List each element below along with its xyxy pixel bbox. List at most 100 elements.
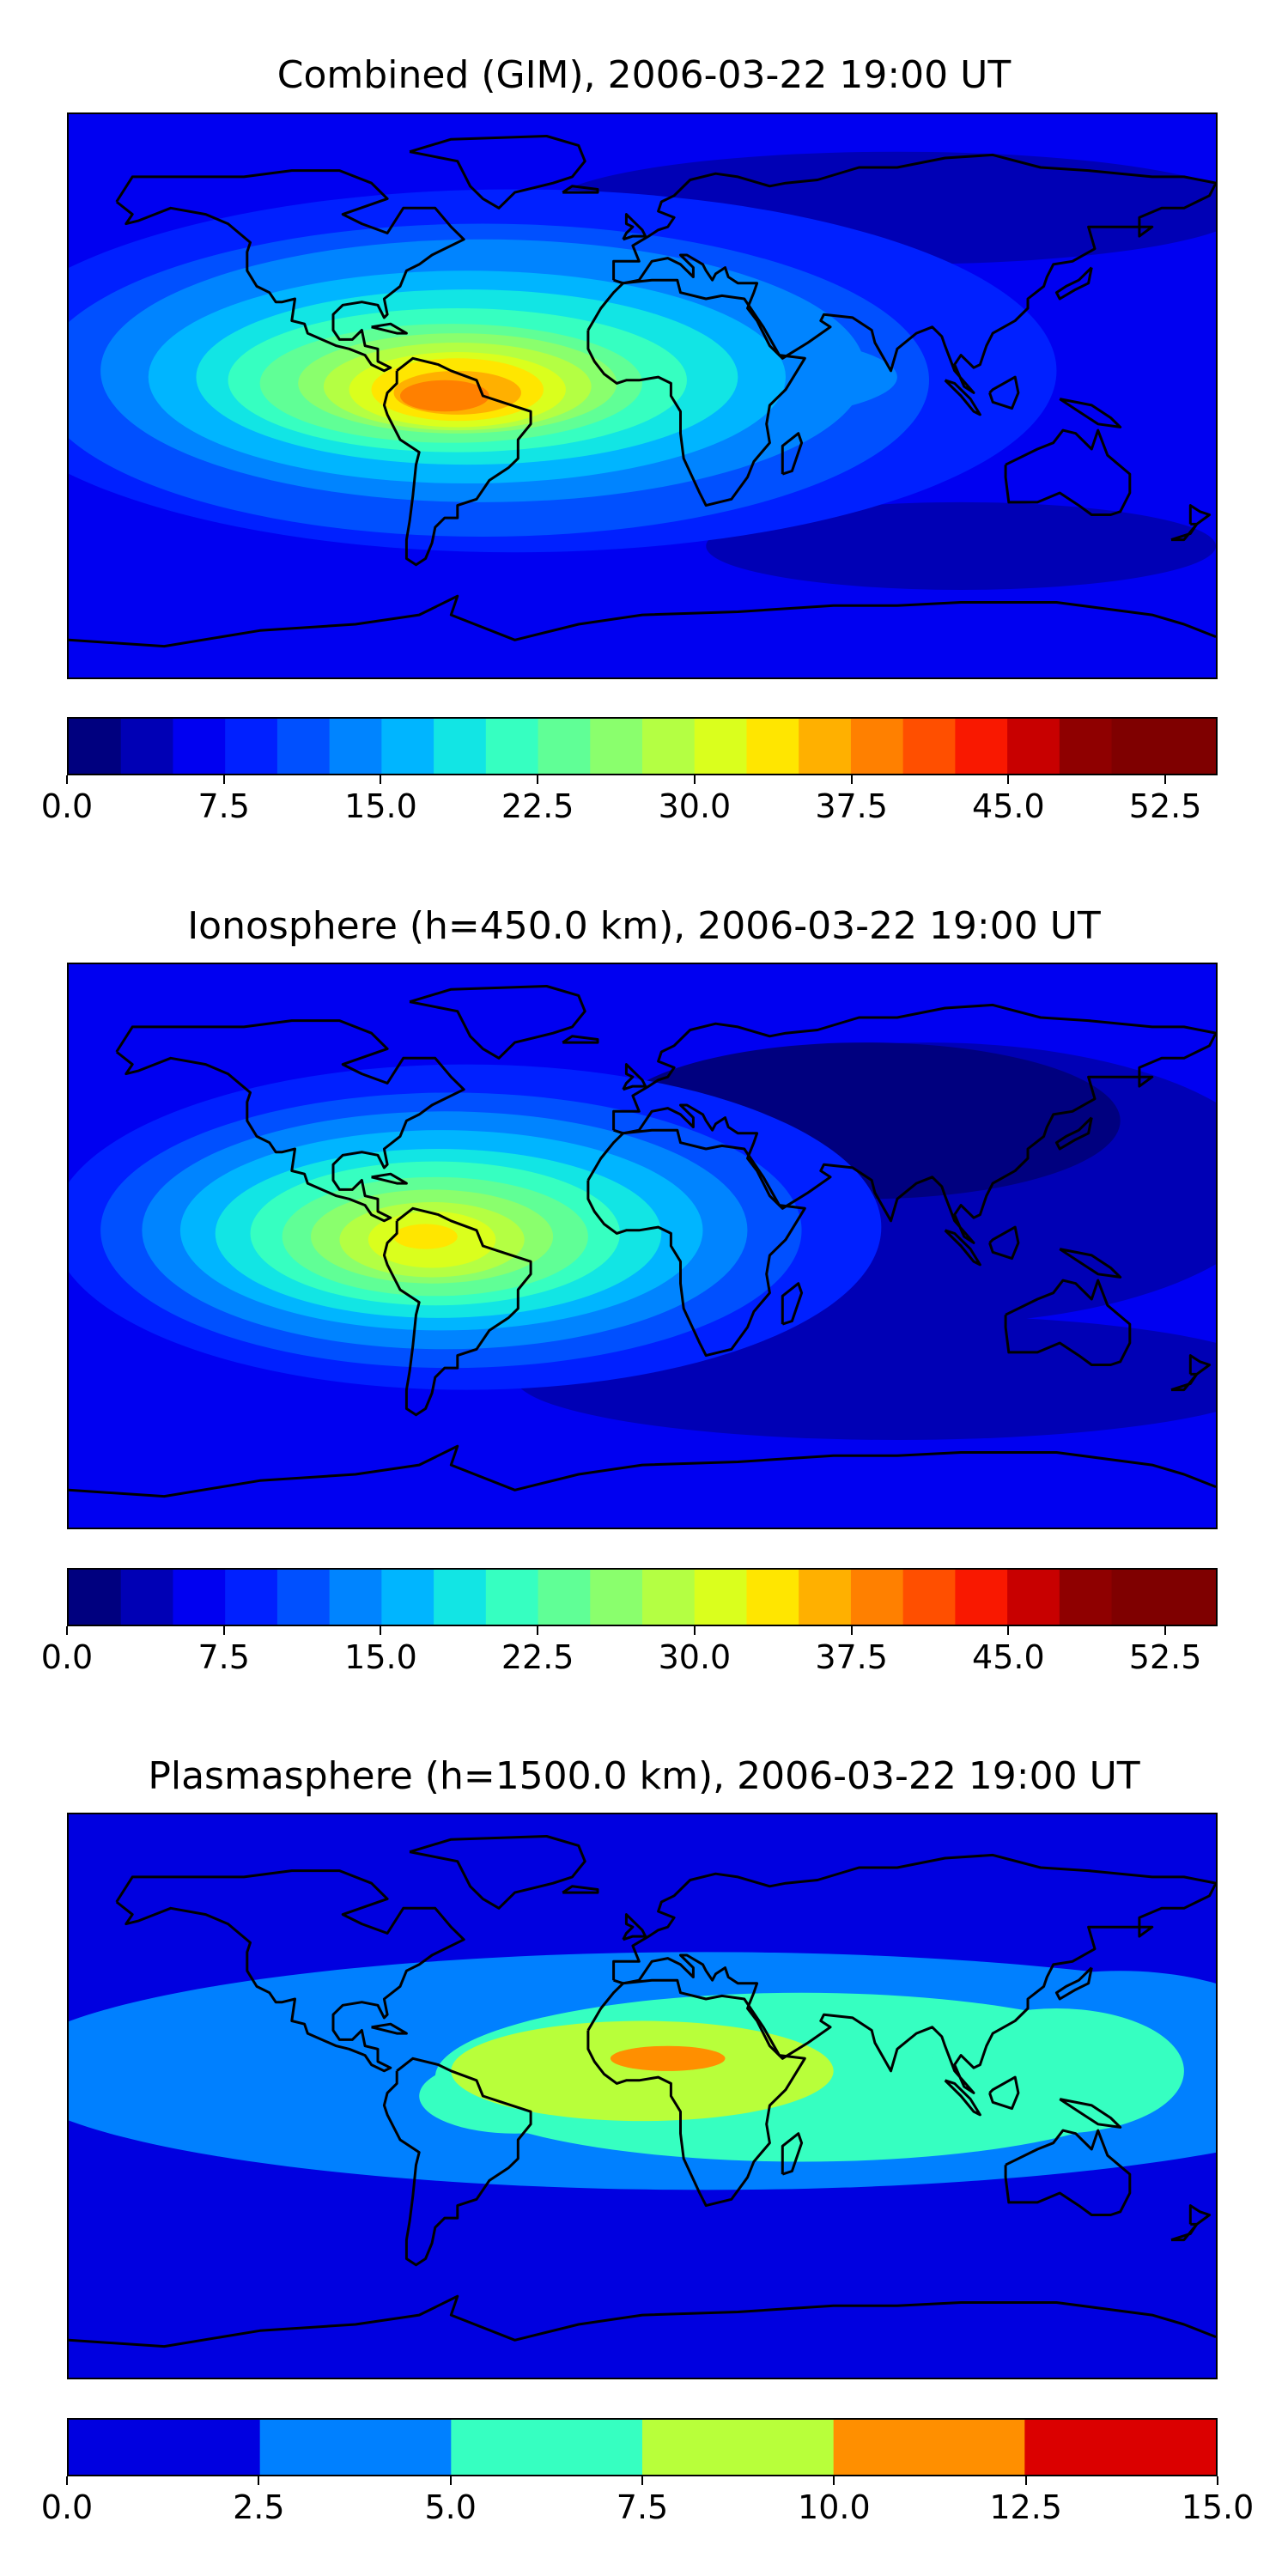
colorbar-tick-label: 52.5 [1128,1638,1202,1676]
coastline [612,1853,1216,2094]
colorbar-tick-label: 22.5 [501,1638,574,1676]
colorbar-ticks: 0.0 7.5 15.0 22.5 30.0 37.5 45.0 52.5 [41,775,1218,825]
coastline [781,2132,804,2176]
coastline [1059,398,1122,428]
coastline [115,1019,465,1223]
colorbar-swatch [259,2420,452,2475]
coastline [622,213,647,241]
colorbar-tick [693,1626,696,1635]
colorbar-swatch [434,1570,487,1625]
coastline [69,1444,1216,1498]
colorbar-swatch [1163,1570,1216,1625]
colorbar-swatch [955,1570,1008,1625]
colorbar-swatch [173,1570,226,1625]
colorbar-tick-label: 45.0 [972,787,1045,825]
coastline [115,169,465,373]
colorbar-tick [1164,775,1167,784]
colorbar-swatch [451,2420,643,2475]
map-ionosphere [67,963,1218,1529]
colorbar-tick [1007,1626,1010,1635]
colorbar-tick-label: 45.0 [972,1638,1045,1676]
coastline [409,135,586,210]
colorbar-tick-label: 5.0 [424,2488,477,2526]
coastline [781,432,804,476]
colorbar-tick-label: 7.5 [616,2488,669,2526]
colorbar-tick [222,775,225,784]
coastline [115,1869,465,2073]
coastline [612,153,1216,394]
colorbar-swatch [590,719,643,774]
colorbar-tick-label: 10.0 [798,2488,871,2526]
colorbar-tick-label: 12.5 [989,2488,1062,2526]
coastline [944,2079,981,2117]
chart-title: Combined (GIM), 2006-03-22 19:00 UT [276,53,1012,97]
colorbar-tick-label: 37.5 [815,1638,888,1676]
colorbar-swatch [590,1570,643,1625]
colorbar-swatch [833,2420,1025,2475]
contour-peak [399,380,489,412]
colorbar-swatches [69,2420,1216,2475]
coastline [988,2075,1020,2111]
colorbar-tick [66,2476,68,2485]
heatmap-combined [69,114,1216,677]
coastline [371,1172,408,1185]
coastline [988,375,1020,410]
colorbar-tick [537,1626,539,1635]
coastline [586,1978,806,2208]
colorbar-tick [449,2476,452,2485]
heatmap-plasmasphere [69,1814,1216,2378]
coastline [781,1282,804,1326]
colorbar-tick [1024,2476,1027,2485]
colorbar-swatch [799,1570,852,1625]
coastline [1054,266,1093,301]
colorbar-tick [1217,2476,1218,2485]
colorbar-tick [693,775,696,784]
colorbar-plasmasphere [67,2418,1218,2476]
colorbar-swatch [276,719,331,774]
coastline [562,1035,599,1044]
coastline [612,1003,1216,1244]
coastline [1059,1248,1122,1279]
colorbar-swatch [799,719,852,774]
chart-title: Plasmasphere (h=1500.0 km), 2006-03-22 1… [148,1754,1140,1798]
coastline [1170,522,1199,542]
coastline [409,985,586,1060]
colorbar-swatch [1059,719,1113,774]
colorbar-tick-label: 37.5 [815,787,888,825]
colorbar-swatch [902,719,956,774]
colorbar-tick-label: 30.0 [658,787,732,825]
colorbar-tick-label: 15.0 [344,787,417,825]
colorbar-swatch [225,719,278,774]
chart-title: Ionosphere (h=450.0 km), 2006-03-22 19:0… [187,904,1101,948]
coastline [1004,1279,1132,1366]
colorbar-ticks: 0.0 7.5 15.0 22.5 30.0 37.5 45.0 52.5 [41,1626,1218,1676]
coastline [622,1913,647,1941]
coastline [1059,2098,1122,2129]
colorbar-swatch [1163,719,1216,774]
colorbar-tick [850,1626,853,1635]
colorbar-tick [222,1626,225,1635]
coastlines [69,985,1216,1498]
coastline [382,2057,532,2267]
contour-peak [393,1224,458,1249]
coastline [1170,2222,1199,2242]
colorbar-swatch [746,719,799,774]
colorbar-swatch [642,1570,696,1625]
coastline [69,594,1216,648]
coastline [622,1063,647,1091]
colorbar-tick [66,775,68,784]
colorbar-swatch [1059,1570,1113,1625]
coastline [371,322,408,335]
colorbar-tick-label: 0.0 [40,2488,94,2526]
colorbar-tick [1007,775,1010,784]
coastline [586,278,806,507]
colorbar-swatch [485,719,539,774]
colorbar-tick [258,2476,260,2485]
colorbar-swatch [485,1570,539,1625]
coastline [988,1225,1020,1261]
map-plasmasphere [67,1813,1218,2379]
colorbar-swatch [538,1570,591,1625]
colorbar-swatch [329,1570,382,1625]
colorbar-swatch [69,719,122,774]
coastline [944,1229,981,1267]
